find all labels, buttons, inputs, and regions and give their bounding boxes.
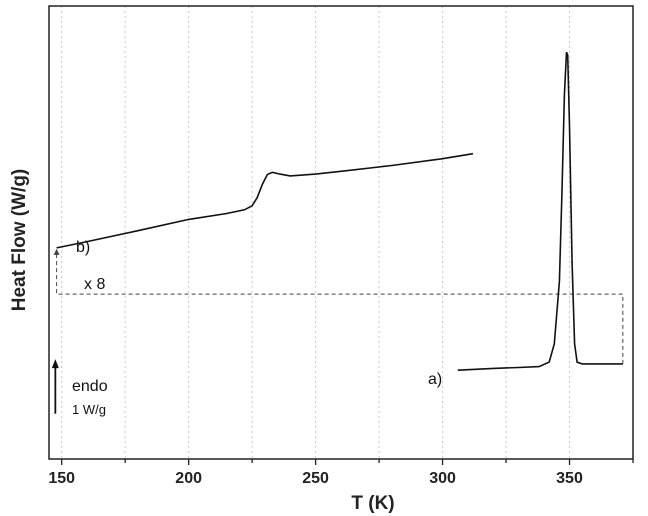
dashed-offset-connector (56, 253, 624, 364)
series-a-label: a) (428, 371, 442, 388)
x-axis-ticks (61, 459, 634, 465)
series-line-a (457, 51, 623, 371)
grid-lines (61, 6, 634, 459)
series-line-b (56, 152, 474, 249)
offset-arrowhead (53, 248, 60, 255)
x-axis-tick-labels: 150 200 250 300 350 (48, 470, 583, 487)
x-tick-label: 200 (175, 470, 202, 487)
x-axis-label: T (K) (351, 493, 394, 514)
x-tick-label: 150 (48, 470, 75, 487)
endo-arrowhead (51, 359, 59, 369)
scale-bar-label: 1 W/g (72, 402, 106, 417)
scale-factor-label: x 8 (84, 276, 105, 293)
series-b-label: b) (76, 239, 90, 256)
x-tick-label: 250 (302, 470, 329, 487)
x-tick-label: 350 (556, 470, 583, 487)
endo-label: endo (72, 378, 108, 395)
x-tick-label: 300 (429, 470, 456, 487)
plot-frame (48, 5, 634, 460)
y-axis-label: Heat Flow (W/g) (9, 169, 30, 311)
